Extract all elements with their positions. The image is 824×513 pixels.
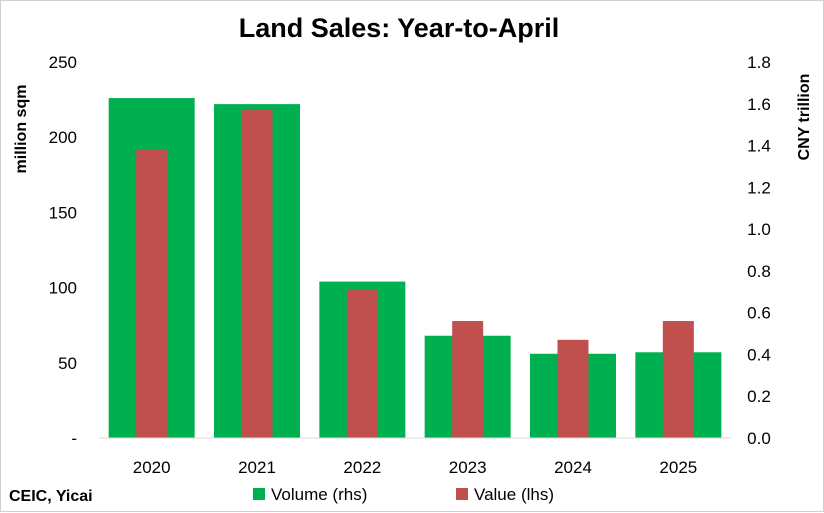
volume-bars [108,98,722,438]
right-tick-label: 1.0 [747,220,771,239]
x-tick-label: 2024 [554,458,592,477]
left-tick-label: 250 [49,53,77,72]
right-axis-title: CNY trillion [796,74,813,161]
left-tick-label: 100 [49,279,77,298]
x-tick-label: 2022 [343,458,381,477]
left-tick-label: 200 [49,128,77,147]
x-tick-label: 2021 [238,458,276,477]
x-tick-label: 2020 [133,458,171,477]
right-tick-label: 0.0 [747,429,771,448]
value-bar-2024 [557,339,589,438]
value-bar-2025 [662,321,694,438]
left-axis-title: million sqm [13,85,30,174]
x-tick-label: 2023 [449,458,487,477]
source-note: CEIC, Yicai [9,488,93,505]
legend-label-value: Value (lhs) [474,485,554,504]
right-tick-label: 0.8 [747,262,771,281]
right-tick-label: 0.4 [747,345,771,364]
value-bar-2021 [241,110,273,439]
legend-swatch-value [456,488,468,500]
right-tick-label: 1.4 [747,137,771,156]
legend: Volume (rhs) Value (lhs) [253,485,554,504]
value-bar-2020 [136,149,168,438]
right-tick-label: 0.2 [747,387,771,406]
right-tick-label: 0.6 [747,304,771,323]
legend-label-volume: Volume (rhs) [271,485,367,504]
left-tick-label: - [71,429,77,448]
x-tick-label: 2025 [659,458,697,477]
right-tick-label: 1.2 [747,178,771,197]
x-axis-ticks: 2020 2021 2022 2023 2024 2025 [133,458,697,477]
value-bars [136,110,694,439]
legend-swatch-volume [253,488,265,500]
left-tick-label: 50 [58,354,77,373]
value-bar-2022 [346,289,378,438]
right-tick-label: 1.6 [747,95,771,114]
chart-title: Land Sales: Year-to-April [239,13,560,43]
right-tick-label: 1.8 [747,53,771,72]
left-tick-label: 150 [49,203,77,222]
right-axis-ticks: 0.0 0.2 0.4 0.6 0.8 1.0 1.2 1.4 1.6 1.8 [747,53,771,448]
value-bar-2023 [452,321,484,438]
left-axis-ticks: - 50 100 150 200 250 [49,53,77,448]
